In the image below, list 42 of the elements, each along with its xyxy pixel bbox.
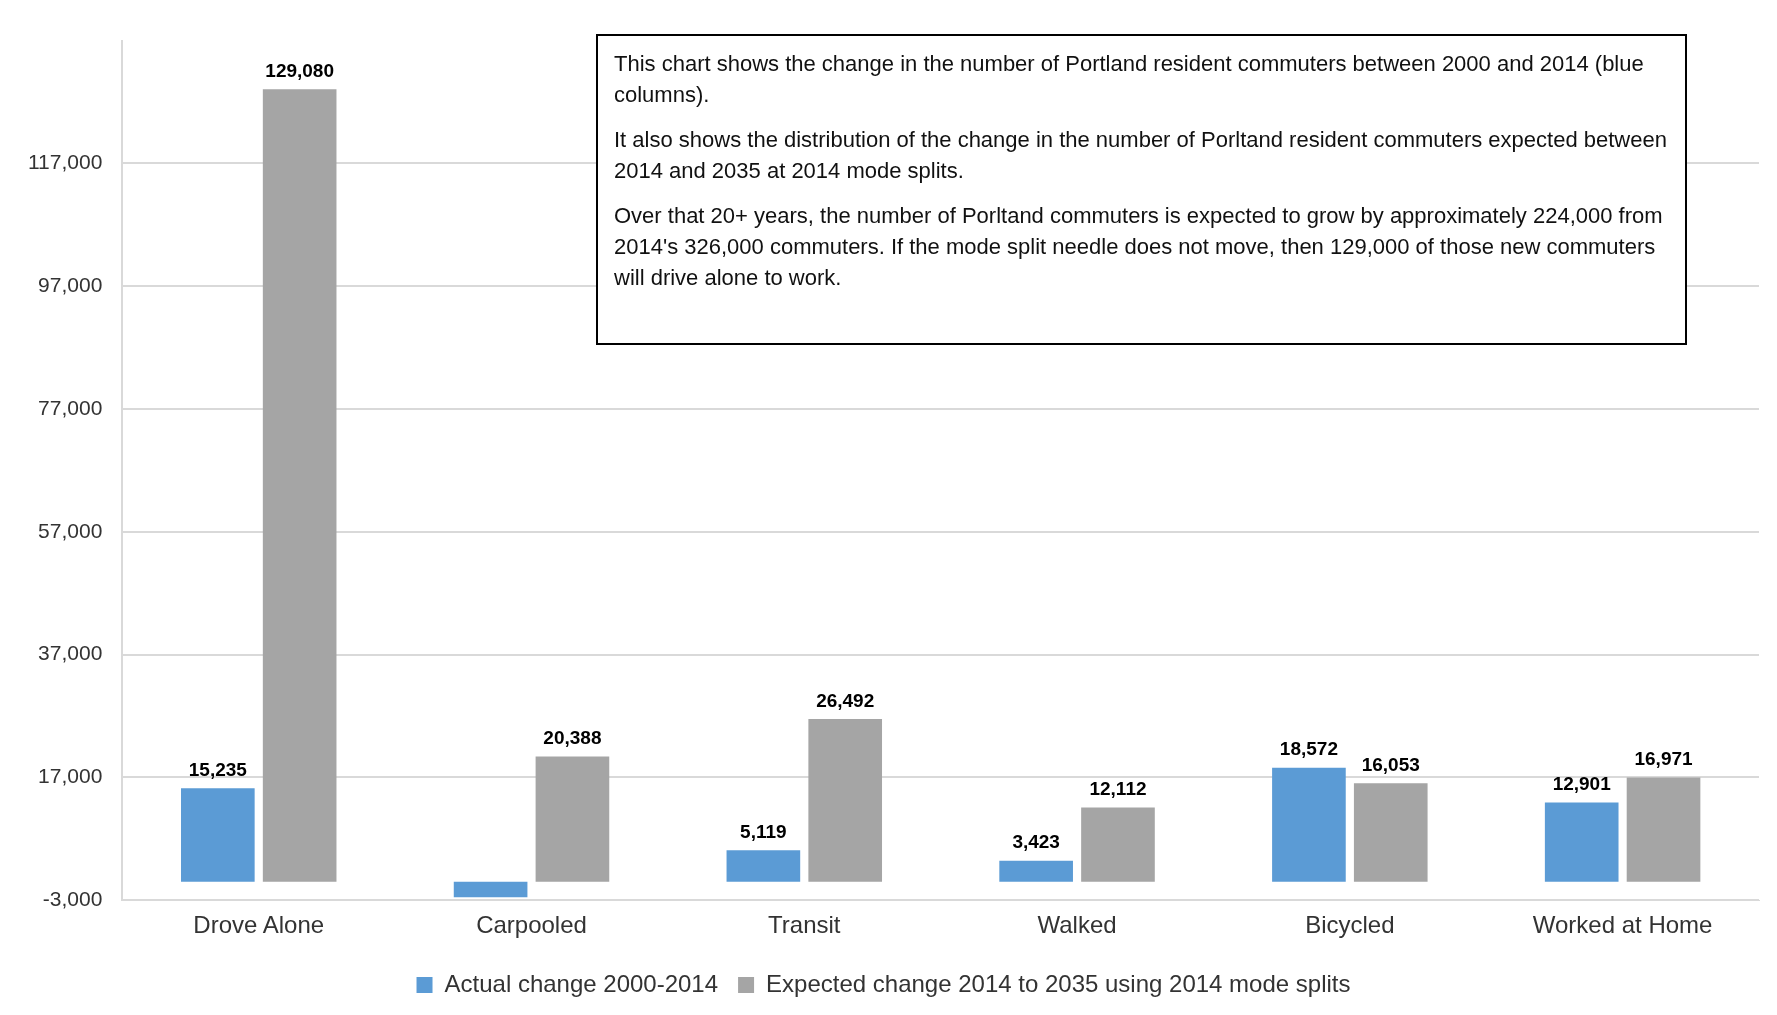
bar bbox=[1272, 767, 1346, 882]
text-box: This chart shows the change in the number of Portland resident commuters between 2000 and 2014 (blue columns). It also shows the distribution of the change in the number of Porltand resident commuters expected between 2014 and 2035 at 2014 mode splits. Over that 20+ years, the number of Porltand commuters is expected to grow by approximately 224,000 from 2014's 326,000 commuters. If the mode split needle does not move, then 129,000 of those new commuters will drive alone to work. bbox=[596, 34, 1687, 345]
data-label: 18,572 bbox=[1279, 738, 1338, 760]
annotation: It also shows the distribution of the change in the number of Porltand resident commuters expected between 2014 and 2035 at 2014 mode splits. bbox=[614, 126, 1668, 185]
y-tick-label: -3,000 bbox=[42, 887, 103, 910]
bar bbox=[453, 881, 528, 898]
data-label: 12,112 bbox=[1089, 778, 1147, 800]
bar bbox=[1081, 807, 1155, 882]
data-label: 16,053 bbox=[1361, 753, 1420, 775]
legend-label: Expected change 2014 to 2035 using 2014 mode splits bbox=[766, 969, 1351, 997]
data-label: 3,423 bbox=[1012, 831, 1060, 853]
bar bbox=[999, 860, 1073, 882]
annotation: This chart shows the change in the number of Portland resident commuters between 2000 and 2014 (blue columns). bbox=[614, 50, 1645, 109]
y-tick-label: 57,000 bbox=[38, 518, 103, 542]
y-tick-label: 97,000 bbox=[38, 273, 103, 296]
data-label: 5,119 bbox=[740, 821, 787, 843]
bar bbox=[535, 756, 610, 882]
x-tick-label: Transit bbox=[768, 911, 841, 939]
data-label: 20,388 bbox=[543, 727, 602, 749]
bar bbox=[1626, 777, 1701, 882]
bar bbox=[808, 719, 883, 882]
data-label: 15,235 bbox=[188, 758, 248, 780]
y-tick-label: 77,000 bbox=[38, 395, 103, 419]
y-tick-label: 37,000 bbox=[38, 641, 103, 665]
data-label: 129,080 bbox=[265, 59, 334, 81]
x-tick-label: Walked bbox=[1037, 911, 1117, 939]
x-tick-label: Worked at Home bbox=[1532, 911, 1713, 939]
legend-label: Actual change 2000-2014 bbox=[444, 969, 719, 997]
data-label: 16,971 bbox=[1634, 748, 1694, 770]
annotation: Over that 20+ years, the number of Porltand commuters is expected to grow by approximately 224,000 from 2014's 326,000 commuters. If the mode split needle does not move, then 129,000 of those new commuters will drive alone to work. bbox=[614, 202, 1664, 292]
x-tick-label: Carpooled bbox=[476, 911, 587, 939]
bar bbox=[726, 850, 801, 882]
bar bbox=[181, 788, 255, 882]
bar bbox=[1544, 802, 1619, 882]
data-label: 26,492 bbox=[816, 689, 875, 711]
bar bbox=[1353, 783, 1428, 882]
x-tick-label: Drove Alone bbox=[193, 911, 325, 939]
bar bbox=[262, 89, 337, 882]
y-tick-label: 17,000 bbox=[38, 764, 103, 788]
y-tick-label: 117,000 bbox=[27, 150, 103, 174]
x-tick-label: Bicycled bbox=[1305, 911, 1395, 939]
data-label: 12,901 bbox=[1552, 773, 1612, 795]
